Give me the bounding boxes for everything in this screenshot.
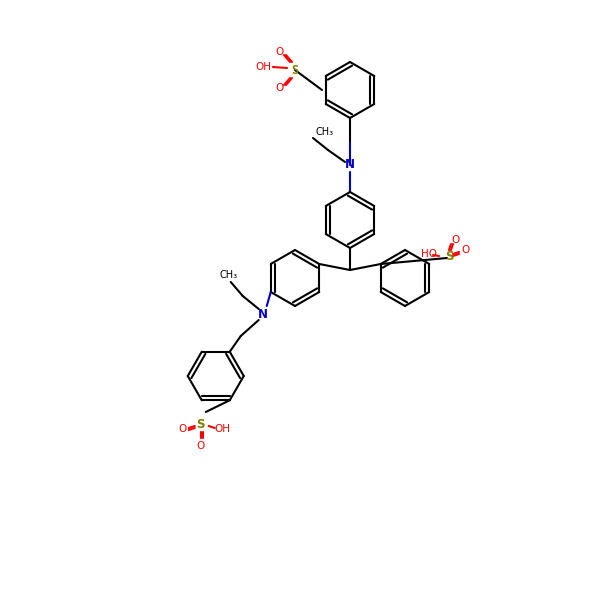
Text: CH₃: CH₃ — [316, 127, 334, 137]
Text: S: S — [445, 250, 453, 263]
Text: HO: HO — [421, 249, 437, 259]
Text: O: O — [179, 424, 187, 434]
Text: O: O — [197, 441, 205, 451]
Text: CH₃: CH₃ — [220, 270, 238, 280]
Text: S: S — [292, 64, 299, 76]
Text: OH: OH — [255, 62, 271, 72]
Text: OH: OH — [215, 424, 231, 434]
Text: N: N — [345, 158, 355, 172]
Text: S: S — [197, 418, 205, 431]
Text: O: O — [461, 245, 469, 255]
Text: O: O — [276, 47, 284, 57]
Text: O: O — [451, 235, 459, 245]
Text: N: N — [258, 307, 268, 320]
Text: O: O — [276, 83, 284, 93]
